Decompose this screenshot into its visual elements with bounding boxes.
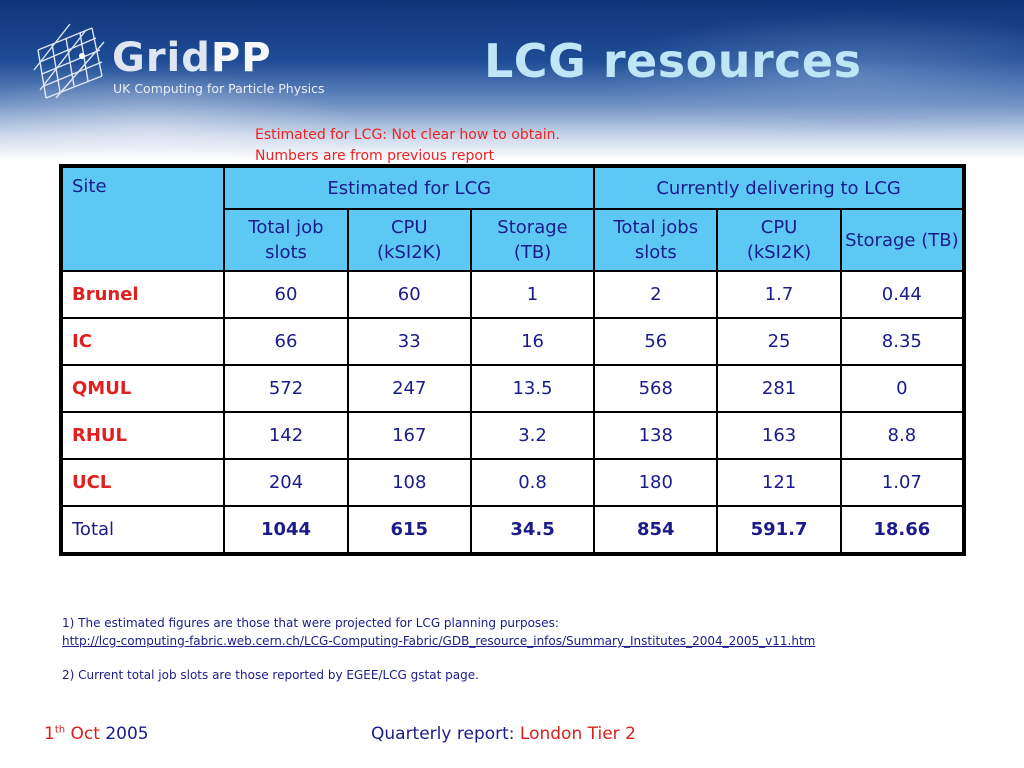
- estimated-group-header: Estimated for LCG: [223, 165, 596, 210]
- site-column-header: Site: [59, 165, 226, 272]
- footer-report: Quarterly report: London Tier 2: [371, 724, 636, 744]
- table-subheader-row: Total job slots CPU (kSI2K) Storage (TB) T…: [61, 208, 966, 272]
- total-cell: 854: [593, 505, 719, 555]
- table-cell: 247: [346, 364, 472, 413]
- site-name: RHUL: [59, 411, 226, 460]
- total-cell: 1044: [223, 505, 349, 555]
- est-storage-unit: (TB): [513, 242, 552, 263]
- table-cell: 66: [223, 317, 349, 366]
- footer-date-month: Oct: [70, 724, 100, 744]
- table-cell: 281: [716, 364, 842, 413]
- est-storage-header: Storage (TB): [469, 208, 596, 272]
- table-row: QMUL 572 247 13.5 568 281 0: [59, 364, 966, 413]
- table-cell: 60: [346, 270, 472, 319]
- table-cell: 142: [223, 411, 349, 460]
- table-cell: 60: [223, 270, 349, 319]
- table-cell: 167: [346, 411, 472, 460]
- est-job-slots-header: Total job slots: [223, 208, 349, 272]
- footer-date-day: 1: [44, 724, 55, 744]
- table-cell: 180: [593, 458, 719, 507]
- slide-title: LCG resources: [484, 34, 862, 88]
- site-name: QMUL: [59, 364, 226, 413]
- site-name: IC: [59, 317, 226, 366]
- table-row: IC 66 33 16 56 25 8.35: [59, 317, 966, 366]
- footnote-2: 2) Current total job slots are those rep…: [62, 668, 479, 682]
- total-cell: 18.66: [839, 505, 966, 555]
- site-name: Brunel: [59, 270, 226, 319]
- table-cell: 121: [716, 458, 842, 507]
- cur-cpu-label: CPU: [760, 217, 798, 238]
- table-cell: 8.8: [839, 411, 966, 460]
- table-cell: 25: [716, 317, 842, 366]
- table-row: RHUL 142 167 3.2 138 163 8.8: [59, 411, 966, 460]
- table-cell: 0.44: [839, 270, 966, 319]
- table-cell: 204: [223, 458, 349, 507]
- cur-job-slots-header: Total jobs slots: [593, 208, 719, 272]
- total-cell: 591.7: [716, 505, 842, 555]
- footnotes: 1) The estimated figures are those that …: [62, 614, 815, 684]
- current-group-header: Currently delivering to LCG: [593, 165, 965, 210]
- site-name: UCL: [59, 458, 226, 507]
- total-cell: 34.5: [469, 505, 596, 555]
- est-cpu-label: CPU: [390, 217, 428, 238]
- table-cell: 138: [593, 411, 719, 460]
- resources-table: Site Estimated for LCG Currently deliver…: [59, 164, 966, 556]
- logo-part-pp: PP: [210, 35, 272, 81]
- est-cpu-unit: (kSI2K): [377, 242, 442, 263]
- table-cell: 2: [593, 270, 719, 319]
- header-glow: [600, 10, 1024, 140]
- footnote-1-link[interactable]: http://lcg-computing-fabric.web.cern.ch/…: [62, 634, 816, 648]
- gridpp-grid-logo-icon: [33, 23, 105, 99]
- logo-part-grid: Grid: [112, 35, 211, 81]
- footer-date: 1th Oct 2005: [44, 724, 149, 744]
- footer-date-year: 2005: [105, 724, 149, 744]
- logo-subtitle: UK Computing for Particle Physics: [113, 81, 325, 96]
- cur-storage-label: Storage (TB): [845, 229, 959, 251]
- table-cell: 572: [223, 364, 349, 413]
- gridpp-logo-text: GridPP: [112, 38, 272, 78]
- footer-report-highlight: London Tier 2: [519, 724, 636, 744]
- footer-report-prefix: Quarterly report:: [371, 724, 515, 744]
- table-cell: 0.8: [469, 458, 596, 507]
- est-storage-label: Storage: [497, 217, 568, 238]
- total-label: Total: [59, 505, 226, 555]
- table-cell: 16: [469, 317, 596, 366]
- cur-storage-header: Storage (TB): [839, 208, 966, 272]
- table-cell: 108: [346, 458, 472, 507]
- footnote-1: 1) The estimated figures are those that …: [62, 616, 559, 630]
- est-job-slots-label: Total job slots: [248, 217, 324, 263]
- table-cell: 0: [839, 364, 966, 413]
- cur-cpu-unit: (kSI2K): [746, 242, 812, 263]
- cur-cpu-header: CPU (kSI2K): [716, 208, 842, 272]
- table-row: Brunel 60 60 1 2 1.7 0.44: [59, 270, 966, 319]
- est-cpu-header: CPU (kSI2K): [346, 208, 472, 272]
- table-cell: 568: [593, 364, 719, 413]
- table-cell: 56: [593, 317, 719, 366]
- estimate-note-line-2: Numbers are from previous report: [255, 148, 495, 164]
- total-cell: 615: [346, 505, 472, 555]
- total-row: Total 1044 615 34.5 854 591.7 18.66: [59, 505, 966, 555]
- table-cell: 3.2: [469, 411, 596, 460]
- estimate-note: Estimated for LCG: Not clear how to obta…: [255, 125, 560, 167]
- table-cell: 1.7: [716, 270, 842, 319]
- table-cell: 13.5: [469, 364, 596, 413]
- footer-date-suffix: th: [54, 724, 66, 736]
- table-cell: 1: [469, 270, 596, 319]
- slide-header: GridPP UK Computing for Particle Physics…: [0, 0, 1024, 160]
- table-cell: 8.35: [839, 317, 966, 366]
- header-glow: [0, 70, 360, 160]
- estimate-note-line-1: Estimated for LCG: Not clear how to obta…: [255, 127, 561, 143]
- table-header-row: Site Estimated for LCG Currently deliver…: [59, 165, 965, 272]
- table-cell: 163: [716, 411, 842, 460]
- table-cell: 33: [346, 317, 472, 366]
- cur-job-slots-label: Total jobs slots: [613, 217, 699, 263]
- table-row: UCL 204 108 0.8 180 121 1.07: [59, 458, 966, 507]
- table-cell: 1.07: [839, 458, 966, 507]
